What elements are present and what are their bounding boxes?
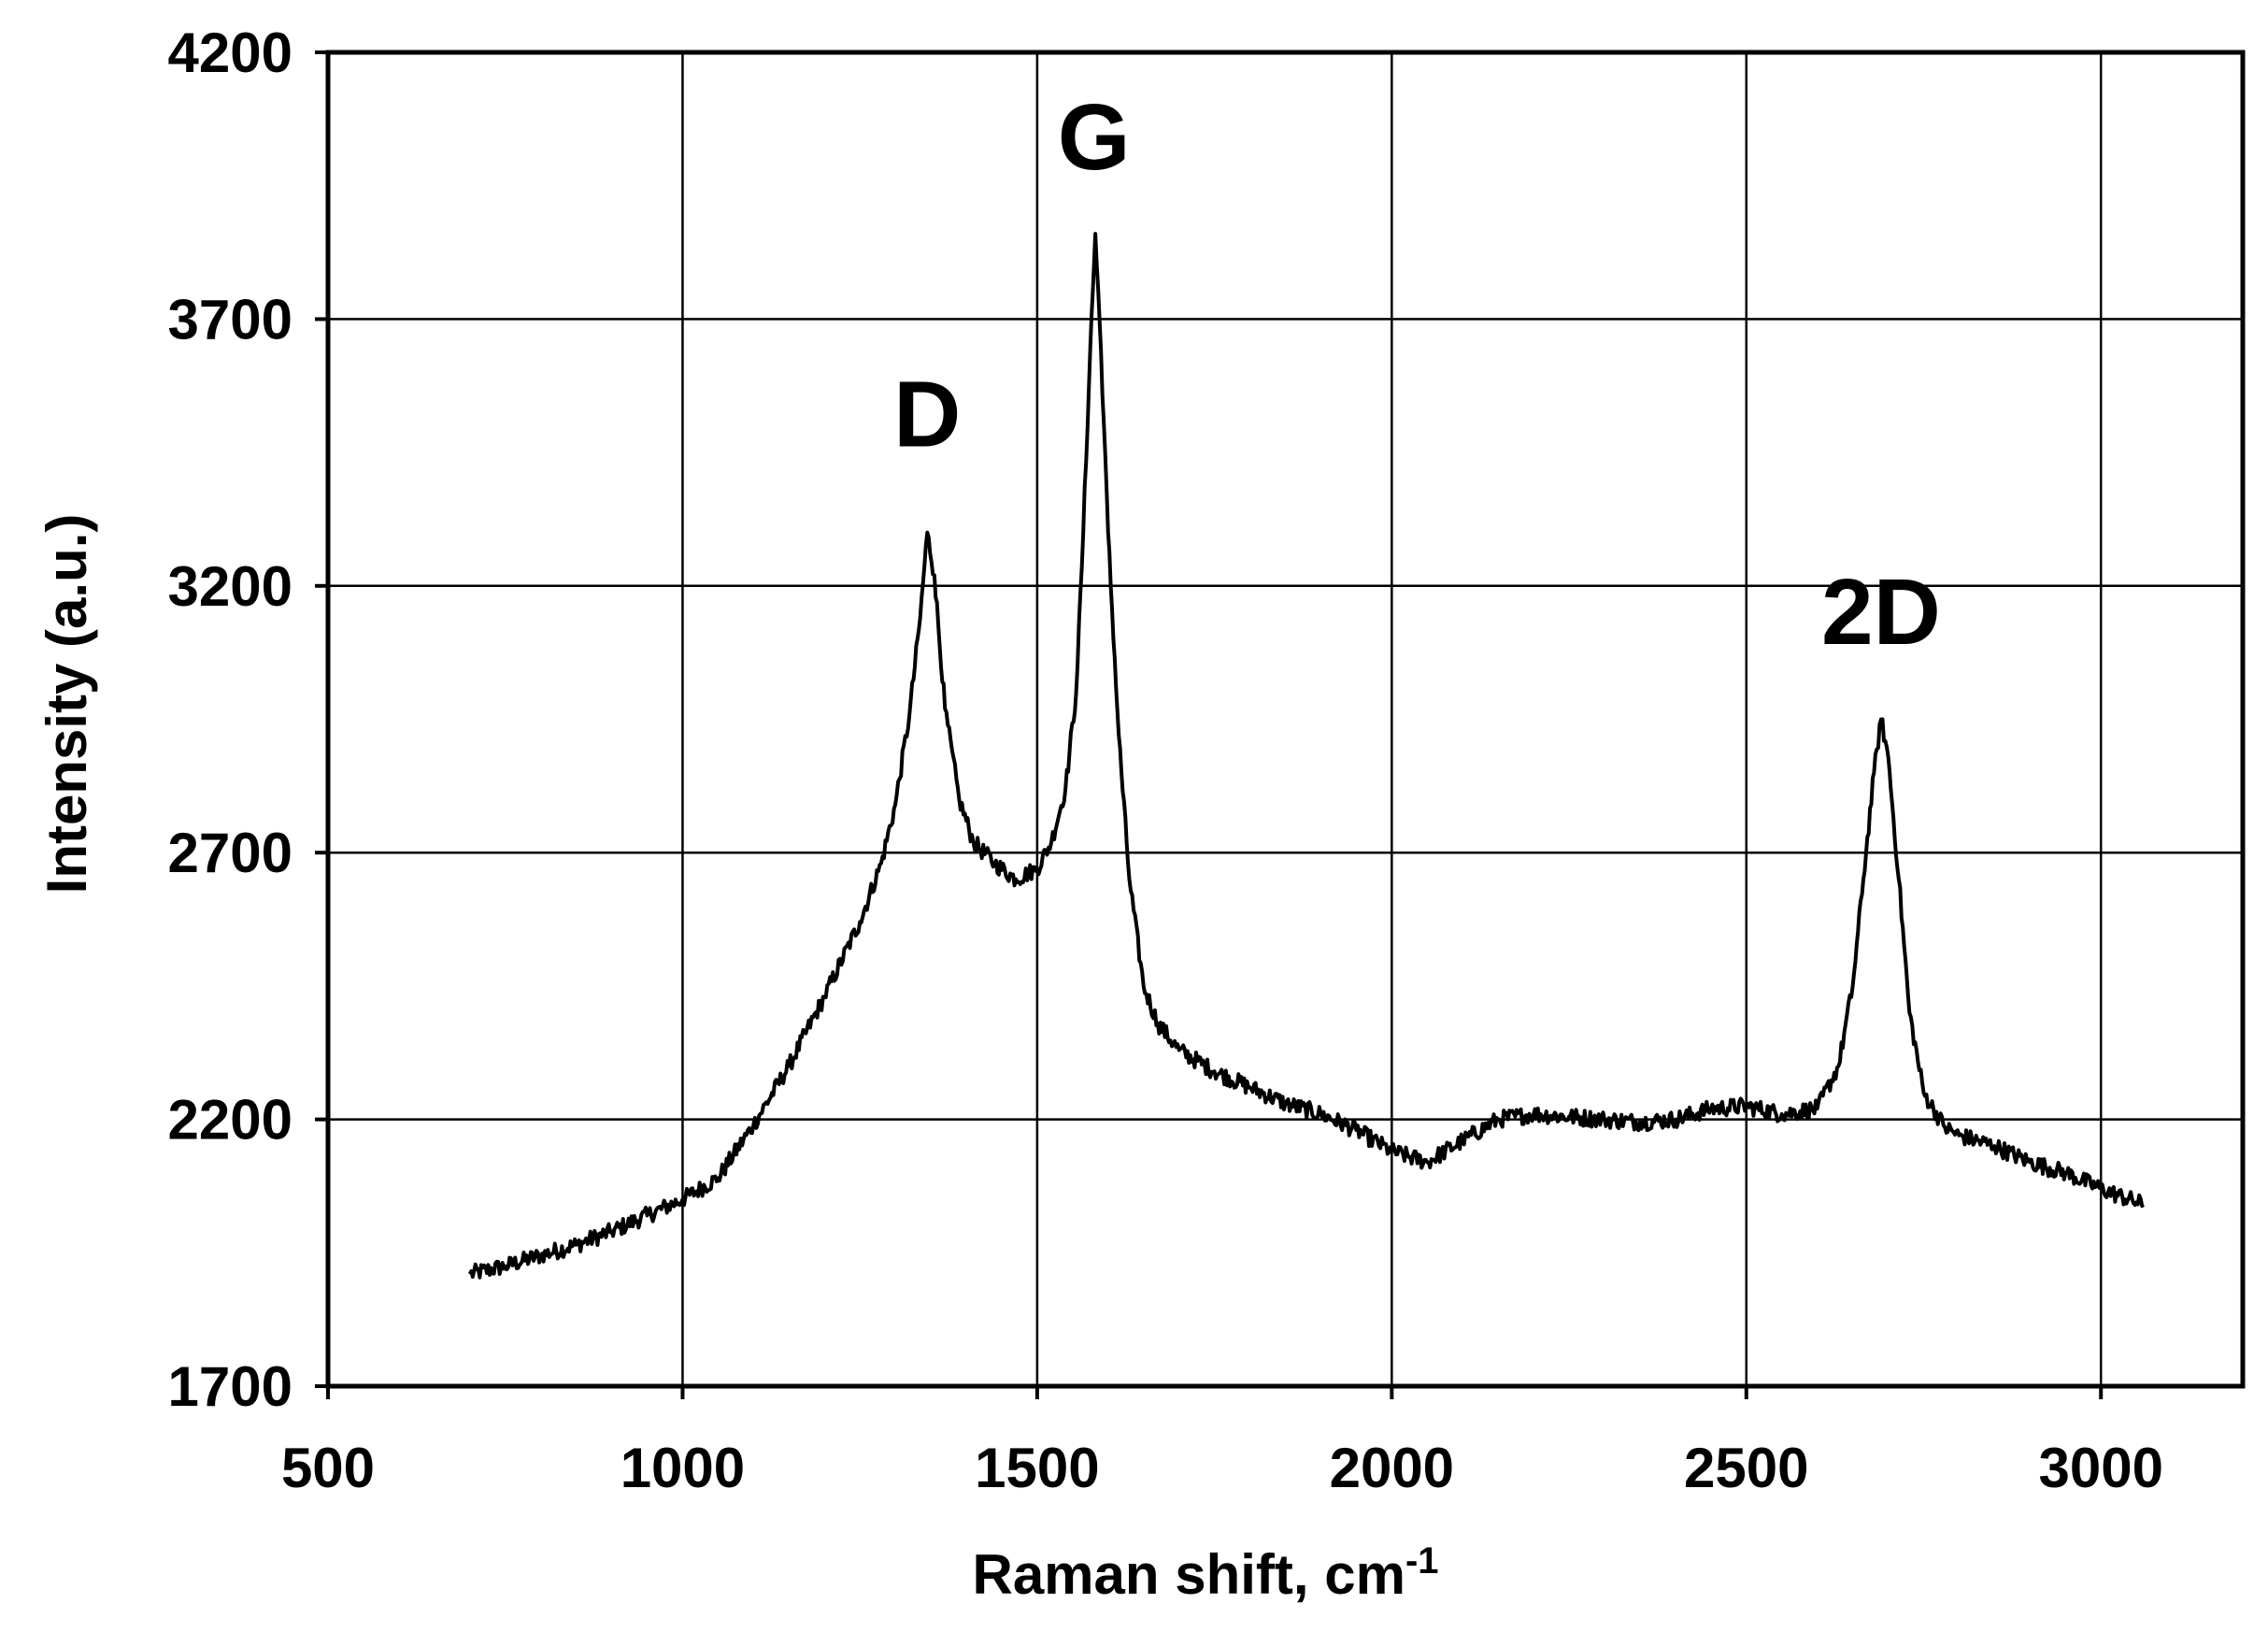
y-axis-title: Intensity (a.u.) bbox=[36, 514, 98, 895]
x-tick-label: 2500 bbox=[1684, 1437, 1808, 1499]
axis-ticks bbox=[315, 50, 2104, 1399]
spectrum-line bbox=[467, 232, 2145, 1280]
y-tick-label: 1700 bbox=[168, 1355, 292, 1418]
y-tick-labels: 1700 2200 2700 3200 3700 4200 bbox=[168, 21, 292, 1418]
x-tick-label: 1000 bbox=[620, 1437, 745, 1499]
y-tick-label: 2200 bbox=[168, 1089, 292, 1152]
peak-label-g: G bbox=[1058, 85, 1131, 190]
y-tick-label: 3200 bbox=[168, 555, 292, 618]
peak-label-d: D bbox=[893, 363, 961, 467]
series-layer bbox=[467, 232, 2145, 1280]
grid-lines bbox=[326, 50, 2243, 1388]
x-axis-title: Raman shift, cm-1 bbox=[972, 1540, 1438, 1606]
x-tick-label: 3000 bbox=[2038, 1437, 2162, 1499]
y-tick-label: 2700 bbox=[168, 822, 292, 884]
x-tick-labels: 500 1000 1500 2000 2500 3000 bbox=[281, 1437, 2163, 1499]
peak-label-2d: 2D bbox=[1821, 560, 1941, 665]
peak-annotations: D G 2D bbox=[893, 85, 1941, 665]
x-axis-title-superscript: -1 bbox=[1405, 1540, 1439, 1582]
x-tick-label: 1500 bbox=[975, 1437, 1099, 1499]
x-axis-title-text: Raman shift, cm bbox=[972, 1543, 1405, 1606]
y-tick-label: 3700 bbox=[168, 288, 292, 351]
y-tick-label: 4200 bbox=[168, 21, 292, 84]
plot-frame bbox=[325, 50, 2246, 1389]
x-tick-label: 2000 bbox=[1330, 1437, 1454, 1499]
x-tick-label: 500 bbox=[281, 1437, 375, 1499]
